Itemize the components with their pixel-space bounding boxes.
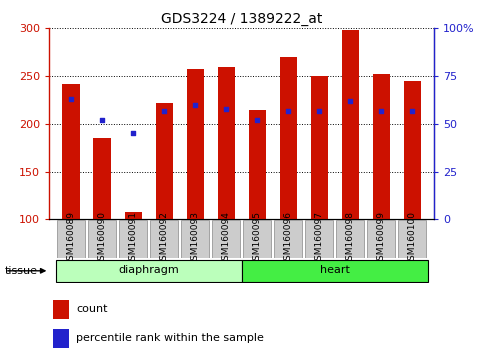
Bar (373, 74, 389, 219)
Bar (53, 329, 69, 348)
Point (160, 108, 168, 113)
Point (191, 102, 199, 108)
Text: GSM160093: GSM160093 (191, 211, 200, 267)
Bar (342, 30, 358, 219)
Bar (150, 220, 177, 258)
Bar (336, 220, 364, 258)
Bar (181, 220, 209, 258)
Bar (155, 103, 173, 219)
Point (377, 108, 385, 113)
Text: count: count (76, 304, 107, 314)
Bar (94, 138, 110, 219)
Point (346, 98, 354, 104)
Bar (212, 220, 240, 258)
Bar (280, 57, 297, 219)
Bar (125, 212, 141, 219)
Text: GSM160090: GSM160090 (98, 211, 106, 267)
Text: GSM160099: GSM160099 (377, 211, 386, 267)
Text: GSM160096: GSM160096 (283, 211, 292, 267)
Bar (56, 260, 242, 282)
Point (98, 117, 106, 123)
Point (284, 108, 292, 113)
Text: GSM160098: GSM160098 (346, 211, 354, 267)
Bar (63, 84, 79, 219)
Bar (53, 300, 69, 319)
Bar (367, 220, 395, 258)
Text: GSM160092: GSM160092 (160, 211, 169, 267)
Text: GSM160097: GSM160097 (315, 211, 323, 267)
Text: GSM160100: GSM160100 (408, 211, 417, 267)
Bar (57, 220, 85, 258)
Point (129, 131, 137, 136)
Bar (242, 260, 427, 282)
Bar (275, 220, 302, 258)
Point (315, 108, 323, 113)
Bar (398, 220, 426, 258)
Text: GSM160095: GSM160095 (252, 211, 262, 267)
Bar (311, 76, 328, 219)
Bar (88, 220, 116, 258)
Bar (404, 81, 421, 219)
Point (408, 108, 416, 113)
Point (67, 96, 75, 102)
Bar (244, 220, 271, 258)
Bar (217, 67, 235, 219)
Text: heart: heart (319, 265, 350, 275)
Bar (186, 69, 204, 219)
Text: percentile rank within the sample: percentile rank within the sample (76, 333, 264, 343)
Text: tissue: tissue (5, 266, 38, 276)
Bar (306, 220, 333, 258)
Text: diaphragm: diaphragm (118, 265, 179, 275)
Bar (248, 110, 266, 219)
Point (222, 106, 230, 112)
Bar (119, 220, 147, 258)
Title: GDS3224 / 1389222_at: GDS3224 / 1389222_at (161, 12, 322, 26)
Text: GSM160091: GSM160091 (129, 211, 138, 267)
Point (253, 117, 261, 123)
Text: GSM160089: GSM160089 (67, 211, 75, 267)
Text: GSM160094: GSM160094 (221, 211, 231, 267)
